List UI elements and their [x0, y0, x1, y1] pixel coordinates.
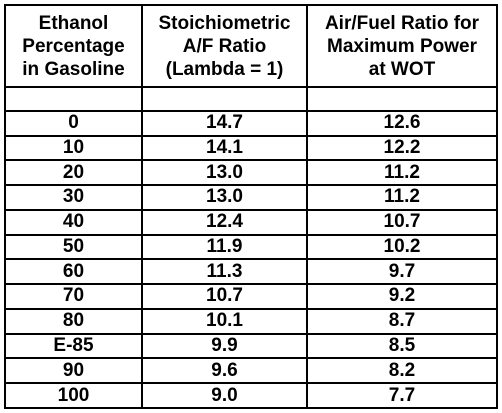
table-row: 90 9.6 8.2 — [6, 357, 496, 385]
header-line: at WOT — [368, 58, 436, 80]
cell-max-power-ratio: 11.2 — [306, 159, 496, 187]
cell-stoichiometric-ratio: 10.1 — [141, 307, 308, 335]
cell-stoichiometric-ratio: 13.0 — [141, 159, 308, 187]
cell-max-power-ratio: 8.5 — [306, 332, 496, 360]
cell-stoichiometric-ratio: 10.7 — [141, 283, 308, 310]
cell-stoichiometric-ratio: 9.0 — [141, 382, 308, 407]
header-line: Percentage — [22, 35, 125, 57]
table-row: 100 9.0 7.7 — [6, 382, 496, 407]
cell-max-power-ratio: 12.2 — [306, 134, 496, 162]
table-row: 60 11.3 9.7 — [6, 258, 496, 286]
cell-ethanol-percentage: 60 — [6, 258, 143, 286]
cell-ethanol-percentage: 80 — [6, 307, 143, 335]
cell-ethanol-percentage: 0 — [6, 109, 143, 137]
header-stoichiometric-af-ratio: Stoichiometric A/F Ratio (Lambda = 1) — [141, 6, 308, 88]
cell-stoichiometric-ratio: 12.4 — [141, 208, 308, 236]
empty-cell — [141, 86, 308, 112]
cell-stoichiometric-ratio: 13.0 — [141, 184, 308, 211]
cell-max-power-ratio: 11.2 — [306, 184, 496, 211]
header-ethanol-percentage: Ethanol Percentage in Gasoline — [6, 6, 143, 88]
cell-max-power-ratio: 8.2 — [306, 357, 496, 385]
table-row: 10 14.1 12.2 — [6, 134, 496, 162]
cell-stoichiometric-ratio: 11.3 — [141, 258, 308, 286]
table-row: 20 13.0 11.2 — [6, 159, 496, 187]
ethanol-af-ratio-table: Ethanol Percentage in Gasoline Stoichiom… — [4, 4, 498, 409]
data-table: Ethanol Percentage in Gasoline Stoichiom… — [6, 6, 496, 407]
header-line: A/F Ratio — [182, 35, 267, 57]
table-row: 30 13.0 11.2 — [6, 184, 496, 211]
cell-ethanol-percentage: 50 — [6, 233, 143, 261]
cell-max-power-ratio: 10.7 — [306, 208, 496, 236]
cell-stoichiometric-ratio: 9.9 — [141, 332, 308, 360]
cell-ethanol-percentage: 100 — [6, 382, 143, 407]
header-line: Ethanol — [38, 12, 109, 34]
cell-max-power-ratio: 8.7 — [306, 307, 496, 335]
cell-stoichiometric-ratio: 14.1 — [141, 134, 308, 162]
header-row: Ethanol Percentage in Gasoline Stoichiom… — [6, 6, 496, 88]
table-row: 50 11.9 10.2 — [6, 233, 496, 261]
header-line: Maximum Power — [327, 35, 477, 57]
cell-max-power-ratio: 9.2 — [306, 283, 496, 310]
header-line: in Gasoline — [22, 58, 125, 80]
table-row: 0 14.7 12.6 — [6, 109, 496, 137]
table-row: 40 12.4 10.7 — [6, 208, 496, 236]
cell-max-power-ratio: 10.2 — [306, 233, 496, 261]
cell-ethanol-percentage: 70 — [6, 283, 143, 310]
cell-max-power-ratio: 7.7 — [306, 382, 496, 407]
cell-ethanol-percentage: 20 — [6, 159, 143, 187]
empty-cell — [6, 86, 143, 112]
table-row: 80 10.1 8.7 — [6, 307, 496, 335]
header-line: (Lambda = 1) — [165, 58, 284, 80]
spacer-row — [6, 86, 496, 112]
cell-ethanol-percentage: E-85 — [6, 332, 143, 360]
header-af-ratio-max-power: Air/Fuel Ratio for Maximum Power at WOT — [306, 6, 496, 88]
cell-max-power-ratio: 9.7 — [306, 258, 496, 286]
cell-stoichiometric-ratio: 11.9 — [141, 233, 308, 261]
empty-cell — [306, 86, 496, 112]
cell-ethanol-percentage: 40 — [6, 208, 143, 236]
cell-ethanol-percentage: 10 — [6, 134, 143, 162]
header-line: Air/Fuel Ratio for — [324, 12, 480, 34]
cell-ethanol-percentage: 30 — [6, 184, 143, 211]
cell-stoichiometric-ratio: 14.7 — [141, 109, 308, 137]
cell-ethanol-percentage: 90 — [6, 357, 143, 385]
header-line: Stoichiometric — [158, 12, 291, 34]
cell-stoichiometric-ratio: 9.6 — [141, 357, 308, 385]
table-row: E-85 9.9 8.5 — [6, 332, 496, 360]
cell-max-power-ratio: 12.6 — [306, 109, 496, 137]
table-row: 70 10.7 9.2 — [6, 283, 496, 310]
